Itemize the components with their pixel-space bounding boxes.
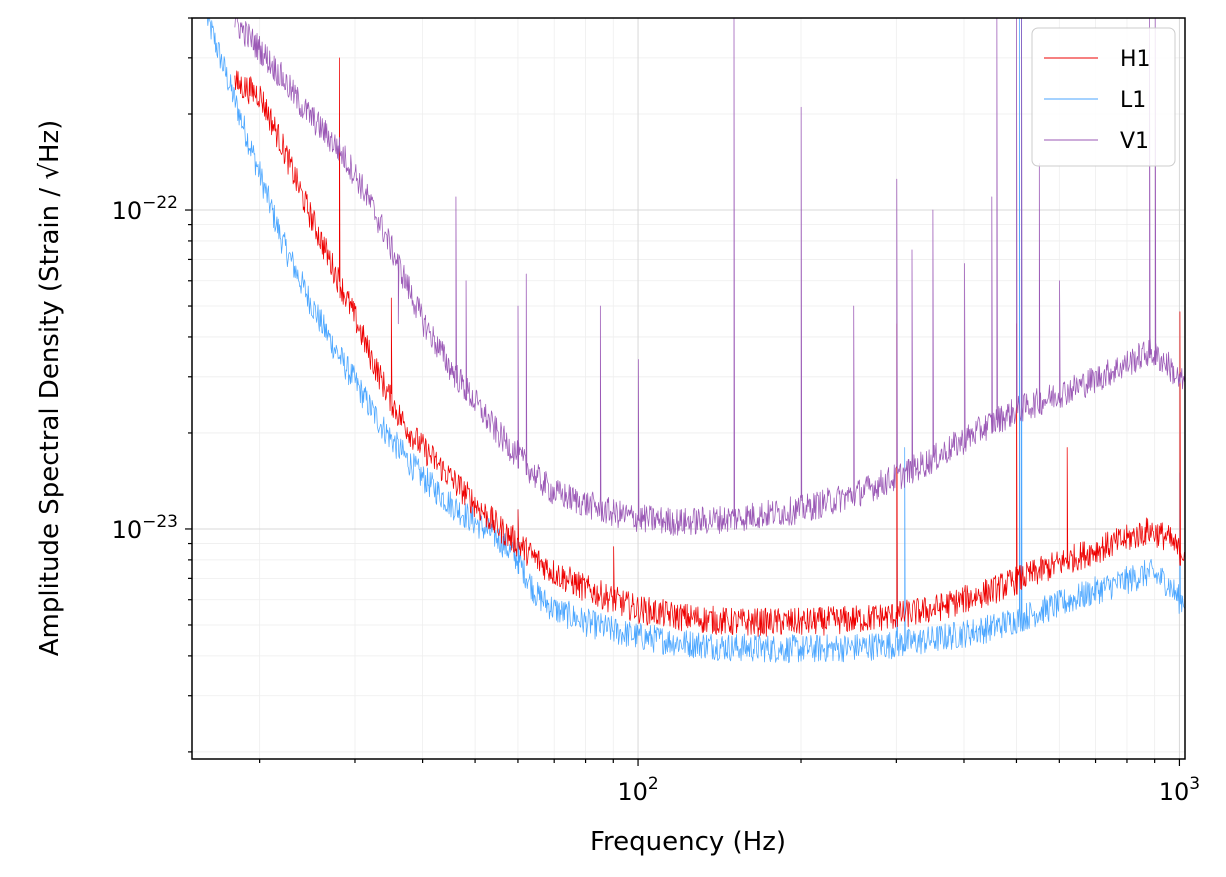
legend-label-h1: H1 [1120,47,1151,72]
series-line-l1 [207,18,1185,664]
legend: H1 L1 V1 [1031,27,1176,167]
y-axis-title: Amplitude Spectral Density (Strain / √Hz… [35,120,65,657]
x-tick-label: 103 [1159,774,1200,806]
plot-frame [191,17,1186,760]
legend-label-l1: L1 [1120,88,1146,113]
axis-ticks [185,17,1181,766]
series-layer [207,18,1185,664]
legend-box [1031,27,1176,167]
tick-labels: 102 103 10−23 10−22 [112,193,1201,806]
series-line-h1 [234,57,1185,637]
x-tick-label: 102 [617,774,658,806]
series-line-v1 [234,18,1185,536]
y-tick-label: 10−22 [112,193,178,225]
x-axis-title: Frequency (Hz) [590,827,786,857]
y-tick-label: 10−23 [112,512,178,544]
legend-label-v1: V1 [1120,129,1149,154]
